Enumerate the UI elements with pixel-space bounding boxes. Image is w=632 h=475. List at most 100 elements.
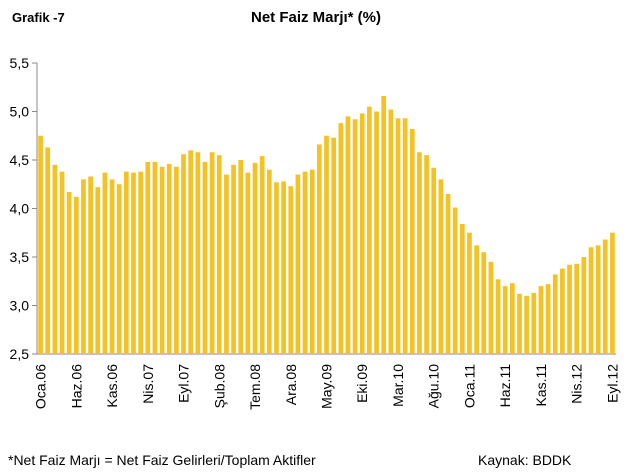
x-tick-label: Eyl.12 bbox=[604, 364, 620, 403]
bar bbox=[538, 286, 544, 354]
bar bbox=[131, 172, 136, 354]
chart-label: Grafik -7 bbox=[12, 10, 65, 25]
bar bbox=[138, 171, 144, 354]
y-tick-label: 3,5 bbox=[10, 249, 30, 265]
bar bbox=[445, 193, 451, 354]
bar bbox=[567, 264, 572, 354]
y-tick-label: 4,5 bbox=[10, 152, 30, 168]
bar bbox=[195, 152, 201, 354]
y-tick-label: 5,0 bbox=[10, 104, 30, 120]
bar bbox=[102, 172, 108, 354]
x-tick-label: Oca.06 bbox=[33, 364, 49, 409]
x-tick-label: Haz.06 bbox=[68, 364, 84, 409]
bar bbox=[524, 295, 530, 354]
bar bbox=[381, 95, 387, 354]
bar bbox=[288, 186, 294, 354]
bar bbox=[452, 207, 458, 354]
bar bbox=[274, 182, 279, 354]
bar bbox=[309, 169, 315, 354]
bar bbox=[252, 162, 258, 354]
y-tick-label: 2,5 bbox=[10, 346, 30, 362]
y-tick-label: 3,0 bbox=[10, 298, 30, 314]
bar bbox=[152, 161, 158, 354]
x-tick-label: Oca.11 bbox=[461, 364, 477, 408]
bar bbox=[338, 123, 344, 354]
bar bbox=[188, 150, 194, 354]
x-tick-label: Ağu.10 bbox=[426, 364, 442, 409]
bar bbox=[581, 257, 587, 354]
bar bbox=[388, 109, 394, 354]
bar bbox=[502, 286, 508, 354]
bar bbox=[145, 161, 151, 354]
bar bbox=[81, 179, 86, 354]
bar bbox=[316, 144, 322, 354]
bar bbox=[38, 135, 43, 354]
bar bbox=[181, 154, 186, 354]
bar bbox=[166, 163, 172, 354]
bar bbox=[352, 119, 358, 354]
bar bbox=[202, 161, 208, 354]
bar bbox=[424, 155, 429, 354]
x-tick-label: Şub.08 bbox=[211, 364, 227, 409]
bar bbox=[402, 118, 408, 354]
bar bbox=[73, 196, 79, 354]
source: Kaynak: BDDK bbox=[478, 452, 572, 468]
bar bbox=[259, 156, 265, 354]
bar bbox=[345, 116, 351, 354]
bar bbox=[159, 166, 165, 354]
bar bbox=[560, 268, 565, 354]
chart-title: Net Faiz Marjı* (%) bbox=[251, 9, 381, 26]
bar bbox=[438, 179, 444, 354]
bar bbox=[574, 263, 580, 354]
bar bbox=[431, 167, 437, 354]
bar bbox=[467, 232, 472, 354]
x-tick-label: Eki.09 bbox=[354, 364, 370, 403]
footnote: *Net Faiz Marjı = Net Faiz Gelirleri/Top… bbox=[8, 452, 316, 468]
bar bbox=[209, 152, 215, 354]
bar bbox=[109, 179, 115, 354]
bar bbox=[52, 164, 58, 354]
x-tick-label: Nis.07 bbox=[140, 364, 156, 404]
bar bbox=[610, 232, 615, 354]
bar bbox=[517, 293, 522, 354]
bar bbox=[224, 174, 229, 354]
bar bbox=[116, 184, 122, 354]
bar bbox=[59, 171, 65, 354]
bar bbox=[531, 292, 537, 354]
bar bbox=[66, 192, 72, 354]
bar bbox=[302, 171, 308, 354]
x-tick-label: Kas.06 bbox=[104, 364, 120, 408]
x-tick-label: Nis.12 bbox=[569, 364, 585, 404]
bar bbox=[409, 128, 415, 354]
bar bbox=[602, 239, 608, 354]
bar bbox=[509, 283, 515, 354]
bar bbox=[495, 279, 501, 354]
bar bbox=[459, 224, 465, 354]
bar bbox=[95, 187, 101, 354]
bar bbox=[45, 147, 51, 354]
x-tick-label: Kas.11 bbox=[533, 364, 549, 407]
bar bbox=[281, 181, 286, 354]
bar bbox=[324, 135, 329, 354]
bar bbox=[552, 274, 558, 354]
bar bbox=[367, 106, 372, 355]
x-tick-label: Eyl.07 bbox=[176, 364, 192, 403]
bar bbox=[595, 245, 601, 354]
y-tick-label: 4,0 bbox=[10, 201, 30, 217]
bar bbox=[417, 152, 422, 354]
x-tick-label: Tem.08 bbox=[247, 364, 263, 410]
bar bbox=[231, 164, 236, 354]
bar bbox=[174, 166, 179, 354]
bar bbox=[216, 155, 222, 354]
bar bbox=[481, 252, 487, 354]
y-tick-label: 5,5 bbox=[10, 55, 30, 71]
x-tick-label: Mar.10 bbox=[390, 364, 406, 407]
x-tick-label: Haz.11 bbox=[497, 364, 513, 408]
x-tick-label: May.09 bbox=[319, 364, 335, 409]
bar bbox=[331, 137, 337, 354]
bar bbox=[588, 247, 594, 354]
bar bbox=[266, 169, 272, 354]
bar bbox=[245, 172, 251, 354]
bar bbox=[295, 174, 301, 354]
